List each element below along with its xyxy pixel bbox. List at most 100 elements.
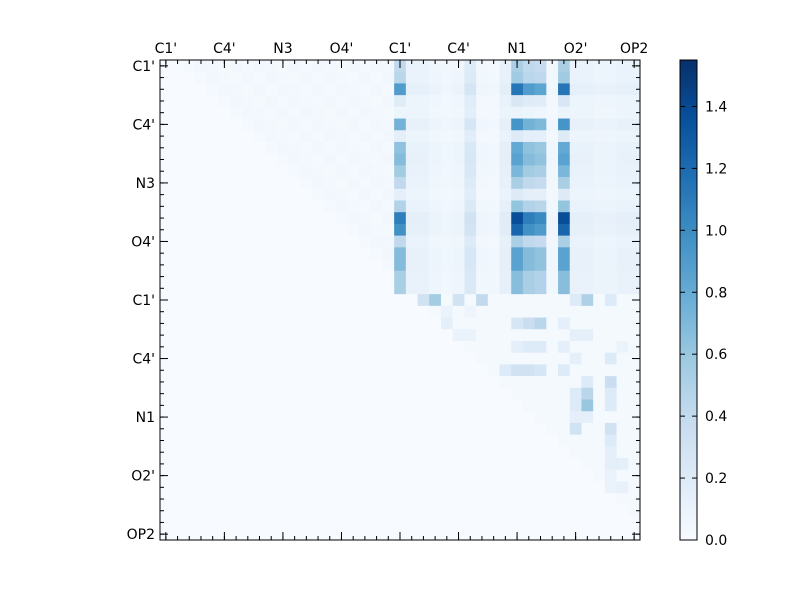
heatmap-cell bbox=[171, 305, 184, 318]
heatmap-cell bbox=[581, 247, 594, 260]
heatmap-cell bbox=[534, 434, 547, 447]
heatmap-cell bbox=[206, 411, 219, 424]
heatmap-cell bbox=[499, 458, 512, 471]
heatmap-cell bbox=[241, 481, 255, 494]
heatmap-cell bbox=[464, 305, 477, 318]
heatmap-cell bbox=[171, 153, 184, 166]
heatmap-cell bbox=[160, 270, 173, 283]
heatmap-cell bbox=[195, 235, 208, 248]
heatmap-cell bbox=[335, 364, 348, 377]
heatmap-cell bbox=[394, 106, 407, 119]
heatmap-cell bbox=[616, 340, 629, 354]
heatmap-cell bbox=[347, 528, 360, 541]
heatmap-cell bbox=[499, 352, 512, 365]
heatmap-cell bbox=[440, 399, 454, 412]
heatmap-cell bbox=[206, 305, 219, 318]
heatmap-cell bbox=[183, 481, 196, 494]
heatmap-cell bbox=[534, 516, 547, 529]
heatmap-cell bbox=[206, 364, 219, 377]
heatmap-cell bbox=[417, 434, 430, 447]
heatmap-cell bbox=[593, 294, 606, 307]
heatmap-cell bbox=[382, 247, 395, 260]
heatmap-cell bbox=[581, 329, 594, 342]
heatmap-cell bbox=[569, 399, 582, 412]
heatmap-cell bbox=[522, 188, 536, 201]
heatmap-cell bbox=[534, 352, 547, 365]
heatmap-cell bbox=[312, 83, 325, 96]
heatmap-cell bbox=[394, 130, 407, 143]
heatmap-cell bbox=[522, 106, 536, 119]
heatmap-cell bbox=[405, 434, 418, 447]
heatmap-cell bbox=[558, 118, 571, 131]
heatmap-cell bbox=[171, 223, 184, 237]
heatmap-cell bbox=[265, 329, 278, 342]
heatmap-cell bbox=[160, 481, 173, 494]
colorbar-tick-label: 1.2 bbox=[705, 161, 727, 177]
heatmap-cell bbox=[230, 434, 243, 447]
heatmap-cell bbox=[534, 212, 547, 225]
heatmap-cell bbox=[312, 153, 325, 166]
heatmap-cell bbox=[288, 177, 301, 190]
heatmap-cell bbox=[323, 153, 337, 166]
heatmap-cell bbox=[440, 83, 454, 96]
heatmap-cell bbox=[476, 446, 489, 459]
heatmap-cell bbox=[440, 212, 454, 225]
heatmap-cell bbox=[265, 516, 278, 529]
heatmap-cell bbox=[171, 329, 184, 342]
heatmap-cell bbox=[312, 422, 325, 436]
heatmap-cell bbox=[277, 282, 290, 295]
heatmap-cell bbox=[558, 71, 571, 84]
heatmap-cell bbox=[405, 71, 418, 84]
heatmap-cell bbox=[277, 165, 290, 178]
heatmap-cell bbox=[195, 294, 208, 307]
heatmap-cell bbox=[511, 118, 524, 131]
heatmap-cell bbox=[241, 270, 255, 283]
heatmap-cell bbox=[300, 376, 313, 389]
heatmap-cell bbox=[335, 259, 348, 272]
heatmap-cell bbox=[253, 259, 266, 272]
heatmap-cell bbox=[476, 434, 489, 447]
heatmap-cell bbox=[546, 223, 559, 237]
heatmap-cell bbox=[323, 422, 337, 436]
heatmap-cell bbox=[511, 504, 524, 517]
heatmap-cell bbox=[429, 434, 442, 447]
heatmap-cell bbox=[312, 141, 325, 155]
heatmap-cell bbox=[312, 95, 325, 108]
heatmap-cell bbox=[628, 270, 641, 283]
heatmap-cell bbox=[476, 165, 489, 178]
heatmap-cell bbox=[405, 422, 418, 436]
heatmap-cell bbox=[394, 329, 407, 342]
heatmap-cell bbox=[616, 516, 629, 529]
heatmap-cell bbox=[511, 364, 524, 377]
heatmap-cell bbox=[534, 200, 547, 213]
heatmap-cell bbox=[359, 422, 372, 436]
heatmap-cell bbox=[370, 340, 383, 354]
heatmap-cell bbox=[616, 247, 629, 260]
heatmap-cell bbox=[382, 223, 395, 237]
heatmap-cell bbox=[593, 282, 606, 295]
heatmap-cell bbox=[171, 399, 184, 412]
heatmap-cell bbox=[312, 165, 325, 178]
heatmap-cell bbox=[569, 469, 582, 482]
x-axis-ticks: C1' C4' N3 O4' C1' C4' N1 O2' OP2 bbox=[155, 41, 648, 540]
heatmap-cell bbox=[277, 364, 290, 377]
heatmap-cell bbox=[323, 118, 337, 131]
heatmap-cell bbox=[522, 153, 536, 166]
heatmap-cell bbox=[312, 387, 325, 400]
heatmap-cell bbox=[265, 469, 278, 482]
heatmap-cell bbox=[558, 60, 571, 73]
heatmap-cell bbox=[593, 387, 606, 400]
heatmap-cell bbox=[195, 60, 208, 73]
heatmap-cell bbox=[195, 340, 208, 354]
heatmap-cell bbox=[546, 106, 559, 119]
heatmap-cell bbox=[546, 446, 559, 459]
heatmap-cell bbox=[452, 247, 465, 260]
heatmap-cell bbox=[593, 422, 606, 436]
heatmap-cell bbox=[183, 130, 196, 143]
heatmap-cell bbox=[558, 200, 571, 213]
heatmap-cell bbox=[593, 481, 606, 494]
heatmap-cell bbox=[347, 422, 360, 436]
heatmap-cell bbox=[370, 458, 383, 471]
heatmap-cell bbox=[230, 247, 243, 260]
heatmap-cell bbox=[218, 411, 231, 424]
